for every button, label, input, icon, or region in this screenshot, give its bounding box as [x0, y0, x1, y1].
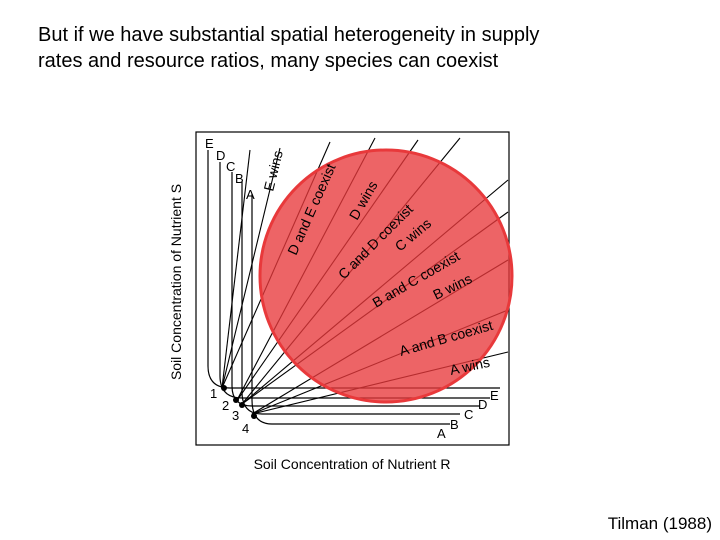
slide-title-line-1: But if we have substantial spatial heter… — [38, 24, 540, 46]
citation: Tilman (1988) — [607, 514, 712, 533]
equilibrium-label-3: 3 — [232, 408, 239, 423]
equilibrium-dot-1 — [221, 385, 227, 391]
isocline-label-b: B — [235, 171, 244, 186]
isocline-labels-right: E D C B A — [437, 388, 499, 441]
equilibrium-points: 1 2 3 4 — [210, 385, 257, 436]
equilibrium-label-1: 1 — [210, 386, 217, 401]
isocline-label-right-a: A — [437, 426, 446, 441]
slide-title-line-2: rates and resource ratios, many species … — [38, 50, 499, 72]
isocline-label-c: C — [226, 159, 235, 174]
isocline-label-right-b: B — [450, 417, 459, 432]
isocline-label-right-e: E — [490, 388, 499, 403]
isocline-label-e: E — [205, 136, 214, 151]
y-axis-label: Soil Concentration of Nutrient S — [168, 184, 184, 380]
isocline-b — [241, 182, 460, 415]
equilibrium-label-2: 2 — [222, 398, 229, 413]
slide-title: But if we have substantial spatial heter… — [38, 22, 698, 74]
isocline-label-d: D — [216, 148, 225, 163]
equilibrium-dot-3 — [239, 402, 245, 408]
isocline-label-right-c: C — [464, 407, 473, 422]
isocline-a — [251, 194, 450, 425]
isocline-label-a: A — [246, 187, 255, 202]
resource-competition-diagram: Soil Concentration of Nutrient S E D C B… — [168, 131, 514, 472]
x-axis-label: Soil Concentration of Nutrient R — [254, 456, 451, 472]
equilibrium-dot-4 — [251, 413, 257, 419]
isocline-e — [207, 150, 500, 389]
isocline-label-right-d: D — [478, 397, 487, 412]
equilibrium-label-4: 4 — [242, 421, 249, 436]
heterogeneity-circle — [258, 148, 514, 404]
isocline-labels-top: E D C B A — [205, 136, 255, 202]
equilibrium-dot-2 — [233, 397, 239, 403]
region-label-e-wins: E wins — [260, 149, 286, 193]
